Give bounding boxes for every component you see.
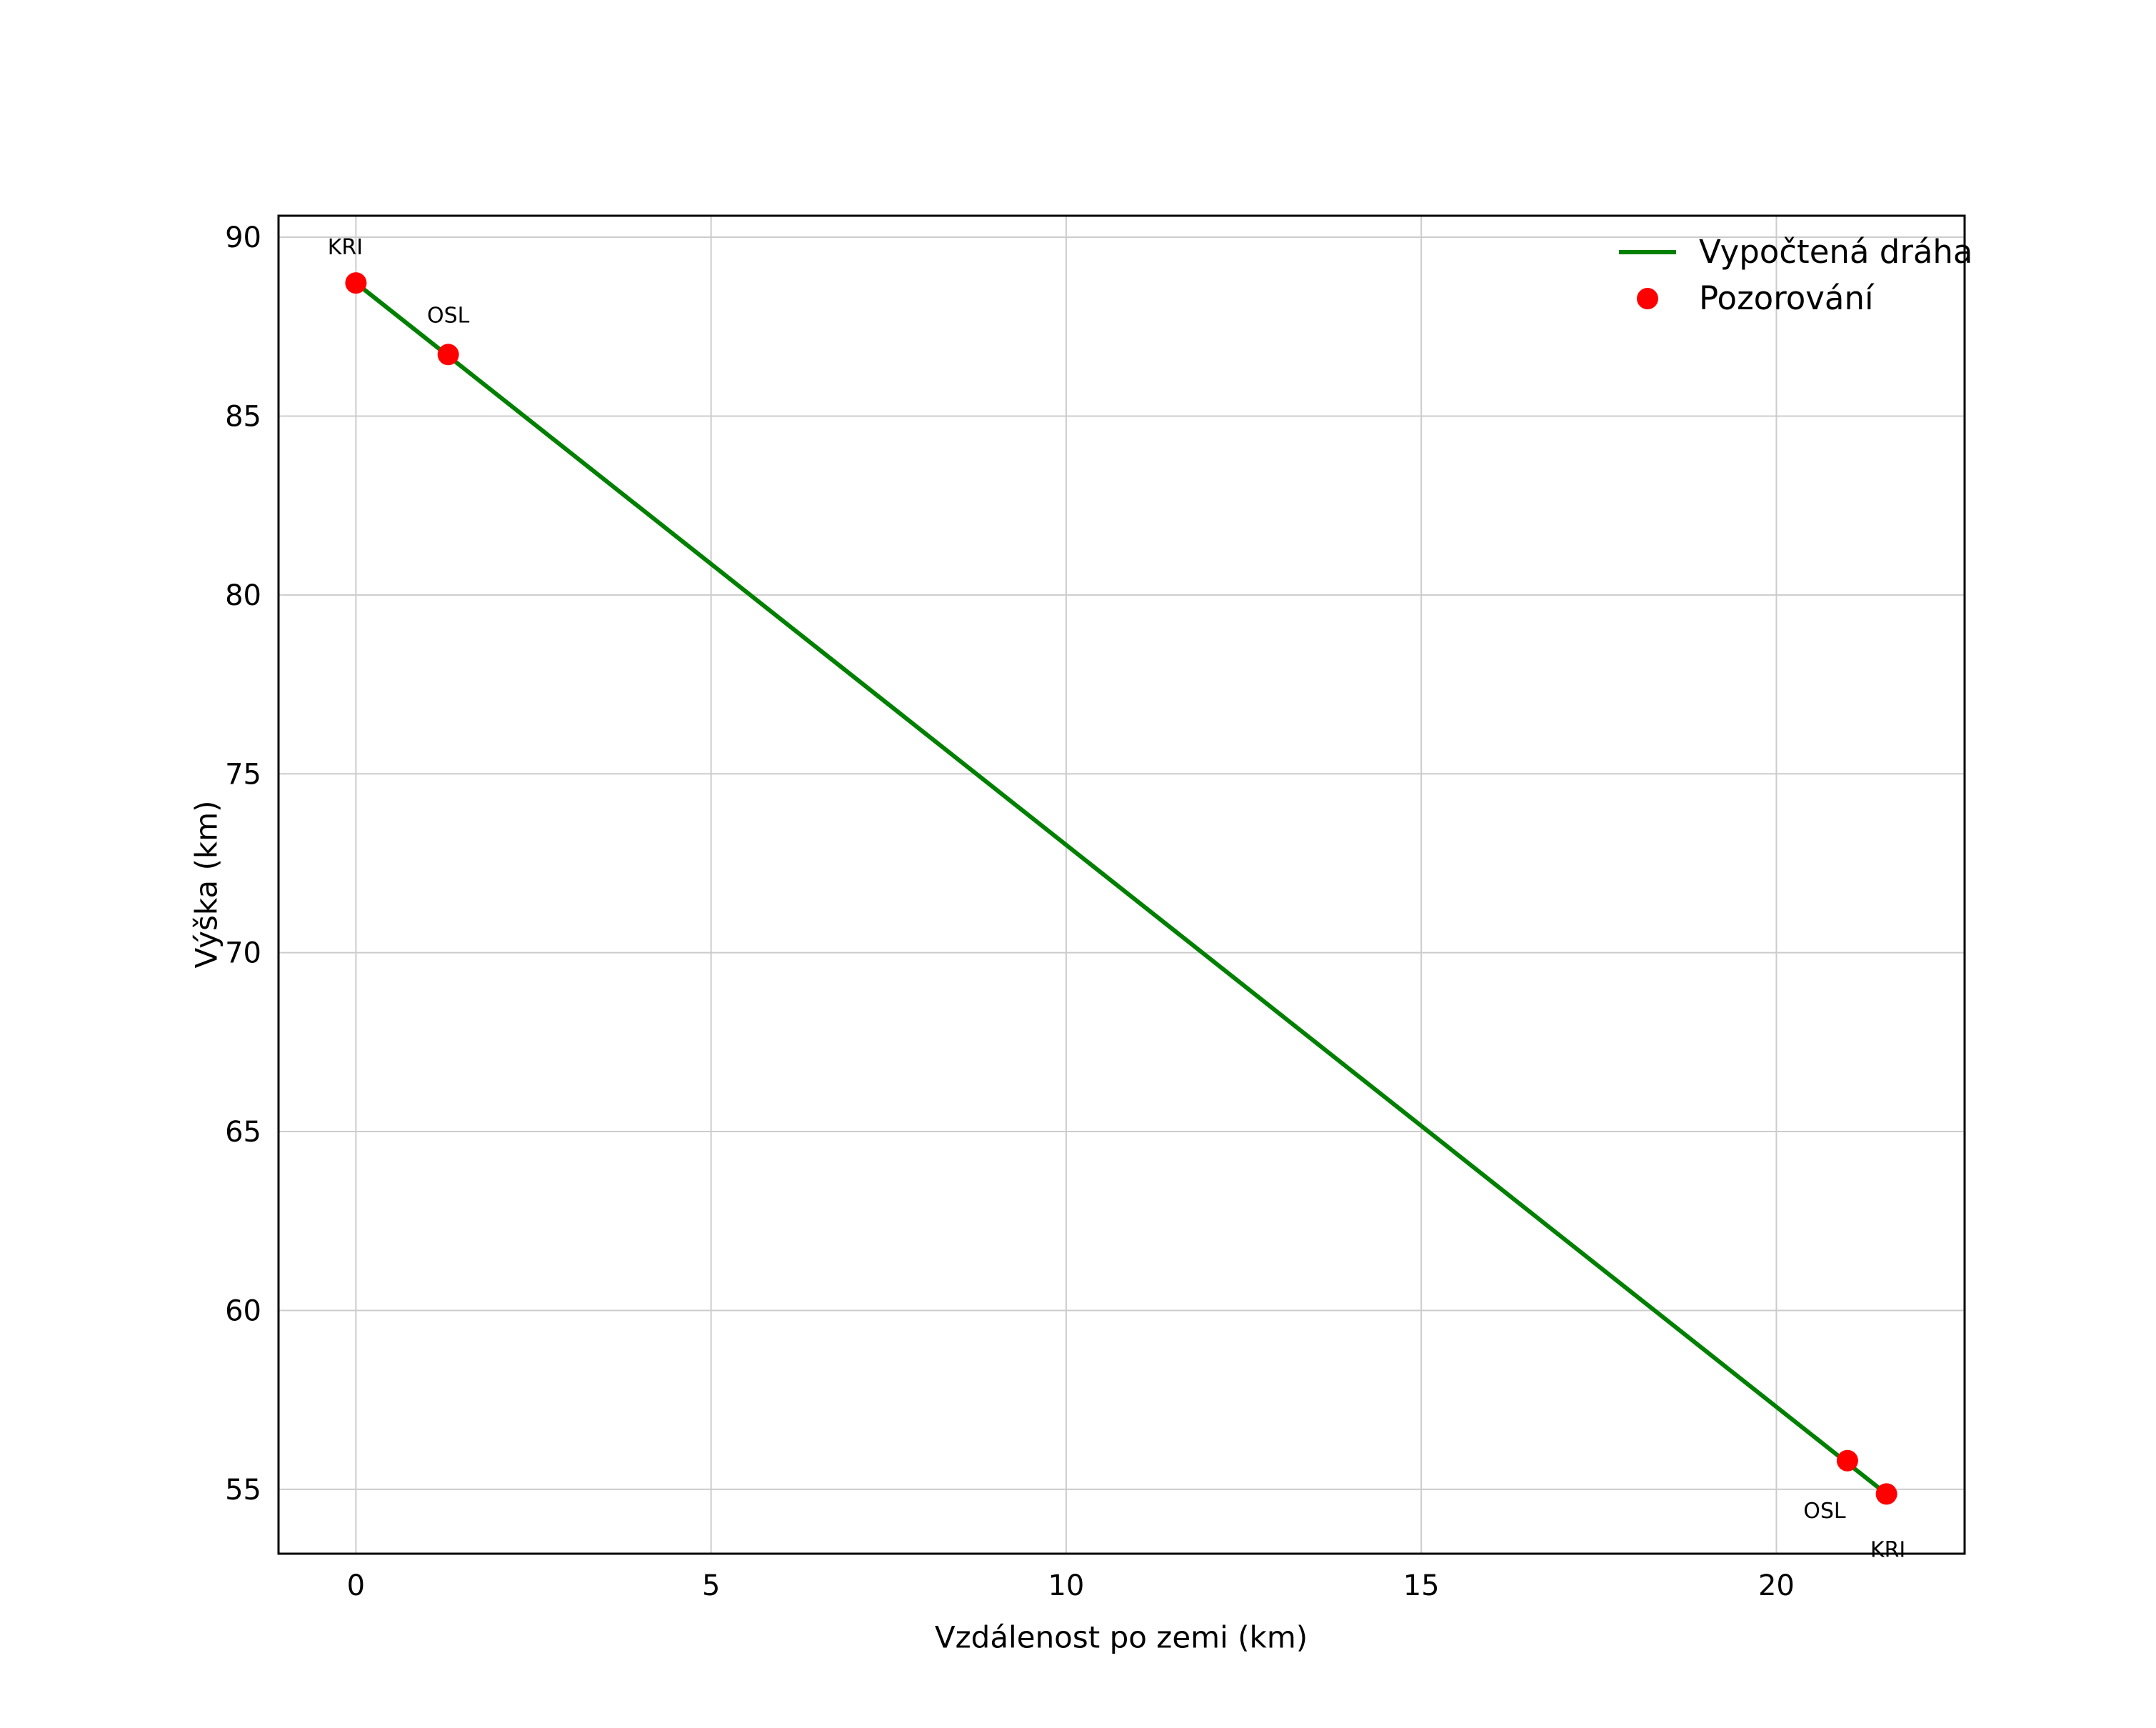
x-tick-label: 0 <box>347 1569 365 1602</box>
legend-line-swatch-icon <box>1618 249 1678 254</box>
observation-point-osl <box>437 344 459 366</box>
legend-label-observations: Pozorování <box>1699 279 1874 317</box>
y-tick-label: 90 <box>225 221 261 254</box>
observation-point-kri <box>345 272 367 294</box>
y-tick-label: 55 <box>225 1474 261 1507</box>
y-tick-label: 65 <box>225 1116 261 1149</box>
point-label-osl: OSL <box>1803 1499 1846 1524</box>
y-axis-label: Výška (km) <box>189 800 224 969</box>
x-tick-label: 15 <box>1403 1569 1440 1602</box>
observation-point-osl <box>1836 1449 1858 1472</box>
x-tick-label: 20 <box>1758 1569 1795 1602</box>
x-tick-label: 5 <box>702 1569 720 1602</box>
y-tick-label: 80 <box>225 579 261 612</box>
point-label-osl: OSL <box>427 303 470 328</box>
x-tick-label: 10 <box>1048 1569 1084 1602</box>
y-tick-label: 70 <box>225 937 261 970</box>
y-tick-label: 75 <box>225 758 261 791</box>
y-tick-label: 85 <box>225 400 261 433</box>
legend: Vypočtená dráha Pozorování <box>1618 236 1973 314</box>
point-label-kri: KRI <box>1870 1537 1905 1562</box>
trajectory-line <box>354 281 1889 1497</box>
legend-label-trajectory: Vypočtená dráha <box>1699 233 1973 271</box>
y-tick-label: 60 <box>225 1294 261 1327</box>
legend-item-observations: Pozorování <box>1618 282 1973 314</box>
plot-border <box>277 214 1966 1555</box>
x-axis-label: Vzdálenost po zemi (km) <box>934 1619 1308 1655</box>
legend-dot-swatch-icon <box>1618 287 1678 309</box>
point-label-kri: KRI <box>328 235 363 260</box>
observation-point-kri <box>1875 1483 1897 1505</box>
legend-item-trajectory: Vypočtená dráha <box>1618 236 1973 268</box>
